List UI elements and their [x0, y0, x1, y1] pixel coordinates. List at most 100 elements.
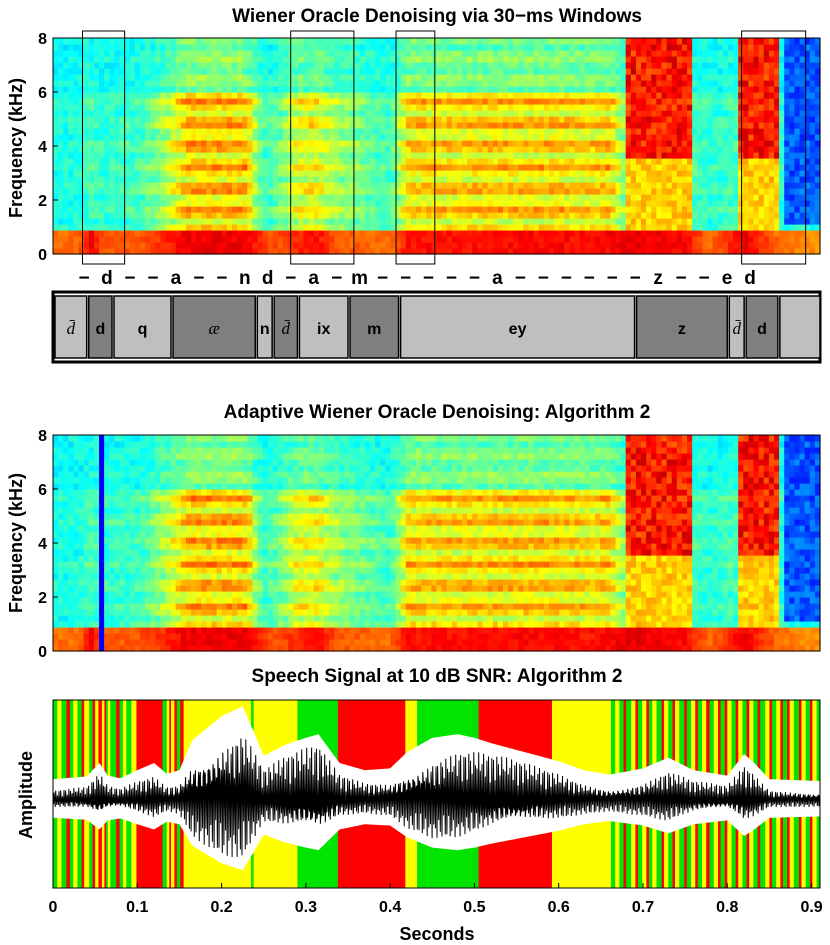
spectrogram-cell	[191, 140, 197, 147]
spectrogram-cell	[400, 104, 407, 111]
spectrogram-cell	[533, 164, 540, 171]
spectrogram-cell	[395, 224, 402, 231]
spectrogram-cell	[513, 38, 519, 45]
spectrogram-cell	[666, 62, 673, 69]
spectrogram-cell	[671, 98, 678, 105]
spectrogram-cell	[451, 200, 458, 207]
spectrogram-cell	[191, 230, 197, 237]
spectrogram-cell	[165, 224, 172, 231]
spectrogram-cell	[548, 248, 555, 255]
spectrogram-cell	[656, 116, 663, 123]
spectrogram-cell	[487, 188, 494, 195]
spectrogram-cell	[134, 176, 141, 183]
spectrogram-cell	[267, 206, 274, 213]
spectrogram-cell	[482, 110, 489, 117]
spectrogram-cell	[370, 188, 376, 195]
spectrogram-cell	[231, 134, 238, 141]
spectrogram-cell	[216, 170, 223, 177]
spectrogram-cell	[145, 68, 151, 75]
spectrogram-cell	[610, 50, 617, 57]
spectrogram-cell	[257, 182, 264, 189]
spectrogram-cell	[482, 194, 489, 201]
spectrogram-cell	[370, 218, 376, 225]
spectrogram-cell	[298, 98, 305, 105]
spectrogram-cell	[216, 152, 223, 159]
spectrogram-cell	[395, 56, 402, 63]
spectrogram-cell	[303, 158, 310, 165]
spectrogram-cell	[196, 38, 202, 45]
spectrogram-cell	[252, 188, 259, 195]
spectrogram-cell	[252, 158, 259, 165]
spectrogram-cell	[543, 230, 550, 237]
spectrogram-cell	[600, 200, 606, 207]
spectrogram-cell	[502, 56, 509, 63]
spectrogram-cell	[722, 80, 729, 87]
spectrogram-cell	[359, 182, 366, 189]
spectrogram-cell	[584, 200, 591, 207]
spectrogram-cell	[114, 176, 121, 183]
spectrogram-cell	[53, 68, 59, 75]
spectrogram-cell	[426, 206, 432, 213]
spectrogram-cell	[99, 218, 105, 225]
spectrogram-cell	[625, 152, 632, 159]
spectrogram-cell	[615, 140, 622, 147]
spectrogram-cell	[359, 218, 366, 225]
spectrogram-cell	[559, 242, 565, 249]
spectrogram-cell	[600, 236, 606, 243]
spectrogram-cell	[221, 134, 228, 141]
spectrogram-cell	[508, 224, 514, 231]
spectrogram-cell	[482, 182, 489, 189]
spectrogram-cell	[477, 146, 484, 153]
spectrogram-cell	[252, 122, 259, 129]
spectrogram-cell	[681, 248, 688, 255]
spectrogram-cell	[88, 218, 95, 225]
spectrogram-cell	[528, 104, 535, 111]
spectrogram-cell	[687, 38, 693, 45]
spectrogram-cell	[472, 68, 478, 75]
spectrogram-cell	[155, 134, 161, 141]
spectrogram-cell	[666, 92, 673, 99]
spectrogram-cell	[416, 56, 422, 63]
spectrogram-cell	[666, 74, 673, 81]
spectrogram-cell	[405, 176, 412, 183]
spectrogram-cell	[687, 110, 693, 117]
spectrogram-cell	[308, 98, 315, 105]
spectrogram-cell	[375, 248, 381, 255]
spectrogram-cell	[237, 74, 243, 81]
spectrogram-cell	[175, 128, 182, 135]
spectrogram-cell	[462, 176, 468, 183]
spectrogram-cell	[569, 200, 576, 207]
spectrogram-cell	[344, 212, 351, 219]
spectrogram-cell	[518, 188, 525, 195]
spectrogram-cell	[247, 134, 254, 141]
spectrogram-cell	[456, 110, 463, 117]
spectrogram-cell	[646, 152, 652, 159]
spectrogram-cell	[308, 158, 315, 165]
spectrogram-cell	[191, 170, 197, 177]
spectrogram-cell	[339, 200, 346, 207]
spectrogram-cell	[298, 218, 305, 225]
spectrogram-cell	[707, 74, 714, 81]
spectrogram-cell	[272, 104, 279, 111]
spectrogram-cell	[99, 86, 105, 93]
spectrogram-cell	[237, 68, 243, 75]
spectrogram-cell	[456, 182, 463, 189]
spectrogram-cell	[170, 74, 177, 81]
spectrogram-cell	[119, 116, 126, 123]
spectrogram-cell	[595, 122, 601, 129]
spectrogram-cell	[722, 248, 729, 255]
spectrogram-cell	[615, 86, 622, 93]
spectrogram-cell	[206, 164, 213, 171]
spectrogram-cell	[334, 176, 340, 183]
spectrogram-cell	[329, 44, 335, 51]
spectrogram-cell	[722, 146, 729, 153]
spectrogram-cell	[656, 170, 663, 177]
spectrogram-cell	[538, 104, 545, 111]
spectrogram-cell	[272, 194, 279, 201]
spectrogram-cell	[502, 92, 509, 99]
spectrogram-cell	[277, 224, 284, 231]
spectrogram-cell	[441, 74, 448, 81]
spectrogram-cell	[758, 92, 765, 99]
spectrogram-cell	[267, 38, 274, 45]
spectrogram-cell	[569, 248, 576, 255]
